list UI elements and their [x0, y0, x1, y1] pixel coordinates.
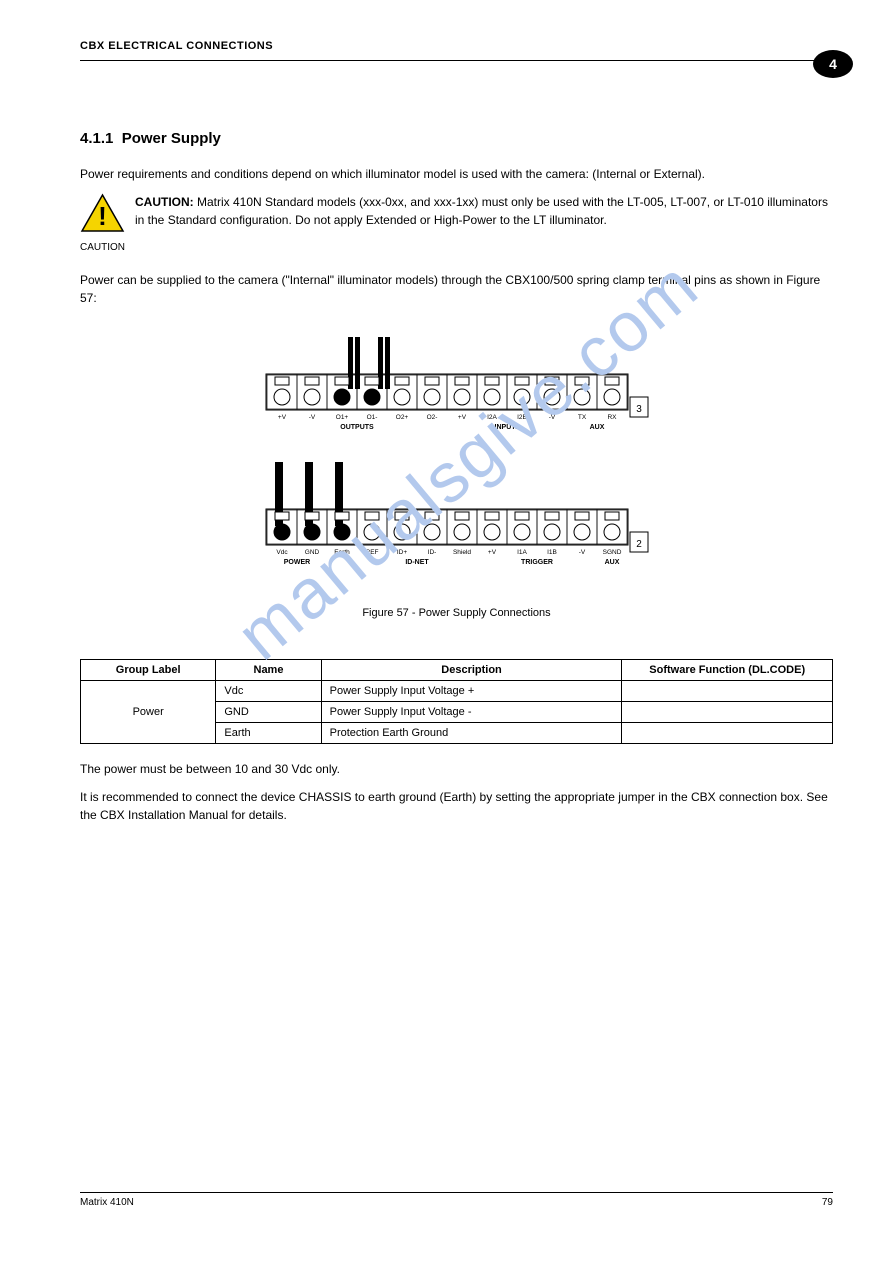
cell-desc: Protection Earth Ground	[321, 723, 622, 744]
col-desc: Description	[321, 660, 622, 681]
svg-text:+V: +V	[457, 414, 466, 421]
svg-text:ID-NET: ID-NET	[405, 559, 429, 566]
svg-text:Shield: Shield	[452, 549, 470, 556]
caution-block: ! CAUTION CAUTION: Matrix 410N Standard …	[80, 193, 833, 253]
svg-text:O1+: O1+	[335, 414, 348, 421]
caution-label: CAUTION	[80, 242, 125, 253]
page-footer: Matrix 410N 79	[80, 1192, 833, 1208]
cell-name: Vdc	[216, 681, 321, 702]
svg-text:O2-: O2-	[426, 414, 437, 421]
section-heading: Power Supply	[122, 130, 221, 147]
svg-text:ID-: ID-	[427, 549, 436, 556]
svg-text:REF: REF	[365, 549, 378, 556]
svg-text:I2B: I2B	[517, 414, 527, 421]
footer-right: 79	[822, 1197, 833, 1208]
cell-group: Power	[81, 681, 216, 744]
svg-text:INPUT2: INPUT2	[494, 424, 519, 431]
main-content: 4.1.1 Power Supply Power requirements an…	[80, 130, 833, 834]
svg-text:I1B: I1B	[547, 549, 557, 556]
chapter-number: 4	[829, 56, 837, 72]
svg-text:+V: +V	[487, 549, 496, 556]
col-sw: Software Function (DL.CODE)	[622, 660, 833, 681]
caution-body: Matrix 410N Standard models (xxx-0xx, an…	[135, 195, 828, 227]
recommendation-paragraph: It is recommended to connect the device …	[80, 788, 833, 824]
svg-text:I2A: I2A	[487, 414, 497, 421]
closing-paragraph: The power must be between 10 and 30 Vdc …	[80, 760, 833, 778]
cell-desc: Power Supply Input Voltage -	[321, 702, 622, 723]
table-header-row: Group Label Name Description Software Fu…	[81, 660, 833, 681]
terminal-row-3: +V -V O1+ O1- O2+ O2- +V I2A I2B -V TX RX OUTPUTS INP…	[262, 337, 652, 437]
svg-text:OUTPUTS: OUTPUTS	[340, 424, 374, 431]
svg-text:ID+: ID+	[396, 549, 407, 556]
svg-text:SGND: SGND	[602, 549, 621, 556]
svg-text:TX: TX	[577, 414, 586, 421]
col-group: Group Label	[81, 660, 216, 681]
cell-name: Earth	[216, 723, 321, 744]
svg-text:-V: -V	[548, 414, 555, 421]
svg-text:AUX: AUX	[589, 424, 604, 431]
page-header: CBX ELECTRICAL CONNECTIONS	[80, 40, 833, 52]
table-row: Power Vdc Power Supply Input Voltage +	[81, 681, 833, 702]
col-name: Name	[216, 660, 321, 681]
svg-text:-V: -V	[308, 414, 315, 421]
cell-sw	[622, 681, 833, 702]
chapter-badge: 4	[813, 50, 853, 78]
header-rule	[80, 60, 833, 61]
post-caution-paragraph: Power can be supplied to the camera ("In…	[80, 271, 833, 307]
pin-table: Group Label Name Description Software Fu…	[80, 659, 833, 744]
cell-name: GND	[216, 702, 321, 723]
svg-text:TRIGGER: TRIGGER	[521, 559, 553, 566]
cell-sw	[622, 723, 833, 744]
cell-desc: Power Supply Input Voltage +	[321, 681, 622, 702]
caution-heading: CAUTION:	[135, 195, 197, 209]
svg-text:GND: GND	[304, 549, 319, 556]
section-title: 4.1.1 Power Supply	[80, 130, 833, 147]
svg-text:POWER: POWER	[283, 559, 309, 566]
cell-sw	[622, 702, 833, 723]
caution-icon-wrap: ! CAUTION	[80, 193, 125, 253]
svg-text:O1-: O1-	[366, 414, 377, 421]
block-number-3: 3	[636, 404, 642, 415]
terminal-diagram: +V -V O1+ O1- O2+ O2- +V I2A I2B -V TX RX OUTPUTS INP…	[80, 337, 833, 619]
svg-text:Vdc: Vdc	[276, 549, 288, 556]
svg-text:AUX: AUX	[604, 559, 619, 566]
intro-paragraph: Power requirements and conditions depend…	[80, 165, 833, 183]
svg-text:-V: -V	[578, 549, 585, 556]
footer-left: Matrix 410N	[80, 1197, 134, 1208]
svg-text:Earth: Earth	[334, 549, 350, 556]
terminal-row-2: Vdc GND Earth REF ID+ ID- Shield +V I1A I1B -V SGND…	[262, 462, 652, 572]
block-number-2: 2	[636, 539, 642, 550]
svg-text:!: !	[98, 201, 107, 231]
section-number: 4.1.1	[80, 130, 113, 147]
header-left: CBX ELECTRICAL CONNECTIONS	[80, 40, 273, 52]
warning-icon: !	[80, 193, 125, 235]
caution-text: CAUTION: Matrix 410N Standard models (xx…	[135, 193, 833, 229]
figure-caption: Figure 57 - Power Supply Connections	[80, 607, 833, 619]
svg-text:RX: RX	[607, 414, 617, 421]
svg-text:+V: +V	[277, 414, 286, 421]
svg-text:O2+: O2+	[395, 414, 408, 421]
svg-text:I1A: I1A	[517, 549, 527, 556]
